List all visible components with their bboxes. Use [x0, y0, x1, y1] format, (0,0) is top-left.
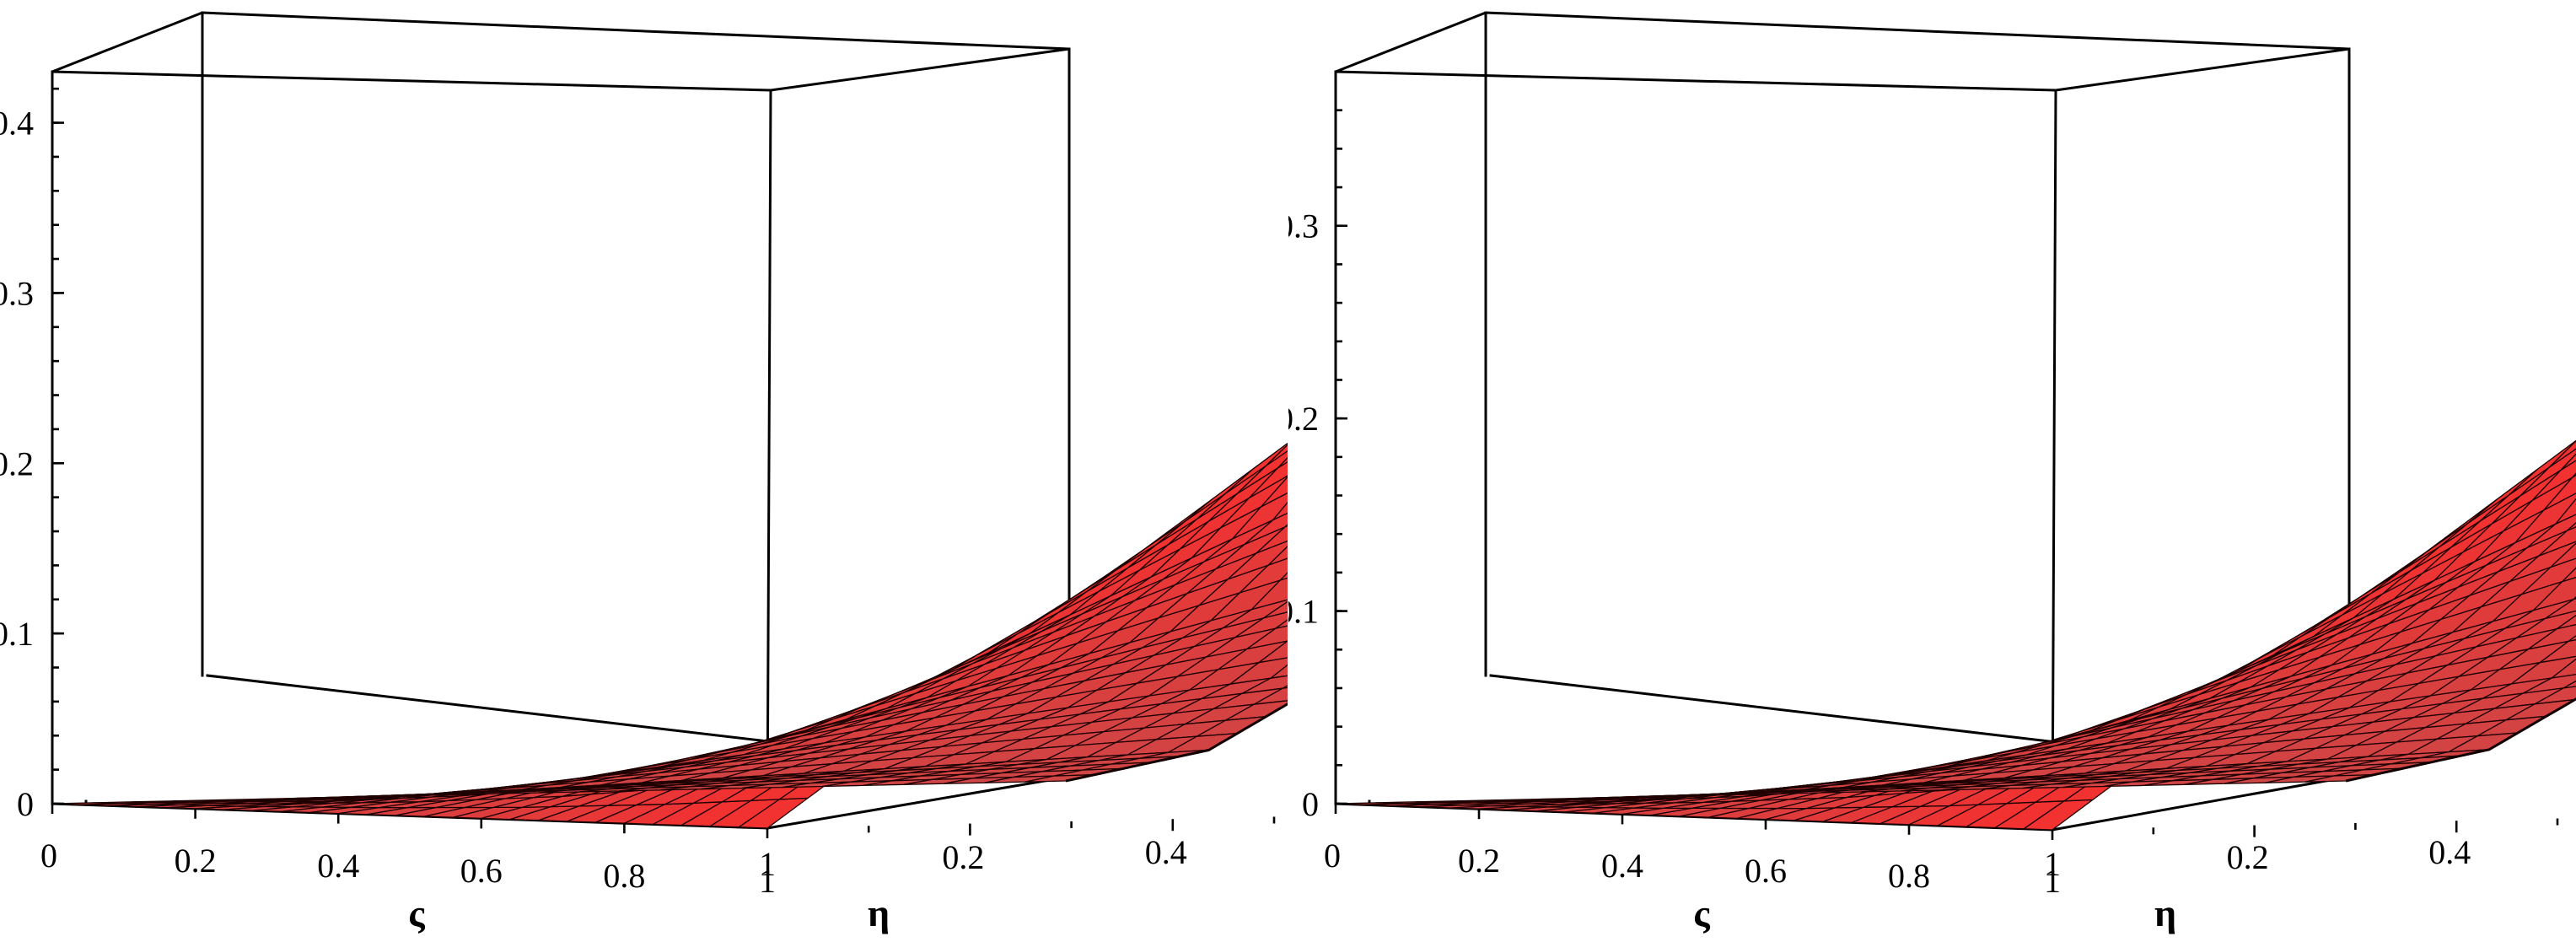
surface-patch: [1270, 664, 1288, 679]
sigma-tick-label: 0.4: [317, 847, 359, 885]
eta-axis-label: η: [868, 891, 890, 934]
z-tick-label: 0: [1302, 785, 1319, 823]
box-top-face: [1335, 11, 2350, 92]
z-tick-label: 0.1: [0, 615, 34, 653]
sigma-tick-label: 0.2: [175, 842, 217, 880]
z-tick-label: 0.2: [1288, 400, 1319, 438]
sigma-tick-label: 1: [759, 862, 776, 900]
surface-patch: [2551, 658, 2576, 679]
surface-patch: [1265, 444, 1288, 467]
sigma-tick-label: 0.2: [1458, 842, 1500, 880]
sigma-axis-label: ς: [408, 891, 425, 934]
eta-axis-label: η: [2154, 891, 2176, 934]
surface-patch: [1267, 546, 1288, 566]
surface-plot-left: 00.10.20.30.400.20.40.60.81ς0.20.40.60.8…: [0, 11, 1288, 934]
z-tick-label: 0.2: [0, 444, 34, 482]
surface-patch: [2566, 522, 2576, 531]
eta-tick-label: 0.2: [2227, 838, 2269, 876]
z-axis: 0 0.1 0.2 0.3: [1288, 109, 1347, 823]
surface-patch: [2555, 498, 2576, 525]
sigma-axis-label: ς: [1693, 891, 1710, 934]
sigma-tick-label: 0: [40, 837, 57, 875]
surface-patch: [1272, 501, 1288, 521]
z-tick-label: 0.4: [0, 105, 34, 143]
sigma-axis: 0 0.2 0.4 0.6 0.8 1 ς: [40, 804, 776, 934]
sigma-tick-label: 0.8: [603, 857, 645, 895]
surface-edge-eta-1: [1065, 702, 1288, 783]
sigma-tick-label: 0: [1324, 837, 1341, 875]
z-tick-label: 0.3: [1288, 207, 1319, 245]
sigma-tick-label: 1: [2044, 862, 2061, 900]
surface-patch: [1277, 456, 1288, 469]
surface-edge-eta-1: [2345, 697, 2576, 783]
sigma-tick-label: 0.6: [460, 852, 503, 890]
sigma-tick-label: 0.4: [1601, 847, 1643, 885]
z-tick-label: 0.3: [0, 274, 34, 312]
eta-origin-tick-label: 1: [759, 845, 776, 883]
eta-tick-label: 0.4: [1145, 833, 1187, 871]
box-edge: [2051, 89, 2057, 832]
eta-axis-line: [766, 775, 1071, 830]
eta-axis-line: [2051, 775, 2351, 832]
surface-patch: [1260, 476, 1288, 508]
eta-axis: 0.20.40.60.811η: [2044, 818, 2559, 934]
box-edge: [766, 89, 772, 830]
box-top-face: [51, 11, 1070, 92]
sigma-tick-label: 0.8: [1888, 857, 1930, 895]
eta-tick-label: 0.4: [2428, 833, 2471, 871]
eta-axis: 0.20.40.60.811η: [759, 816, 1276, 934]
z-tick-label: 0: [17, 785, 34, 823]
eta-origin-tick-label: 1: [2044, 845, 2061, 883]
surface-mesh: [1335, 439, 2576, 831]
sigma-tick-label: 0.6: [1745, 852, 1787, 890]
eta-tick-label: 0.2: [942, 838, 984, 876]
sigma-axis: 0 0.2 0.4 0.6 0.8 1 ς: [1324, 804, 2061, 934]
surface-patch: [2549, 542, 2576, 568]
surface-patch: [2560, 453, 2576, 471]
surface-mesh: [51, 442, 1288, 829]
z-axis: 0 0.1 0.2 0.3 0.4: [0, 87, 64, 823]
z-tick-label: 0.1: [1288, 593, 1319, 631]
surface-plot-left-svg: 00.10.20.30.400.20.40.60.81ς0.20.40.60.8…: [0, 11, 1288, 934]
